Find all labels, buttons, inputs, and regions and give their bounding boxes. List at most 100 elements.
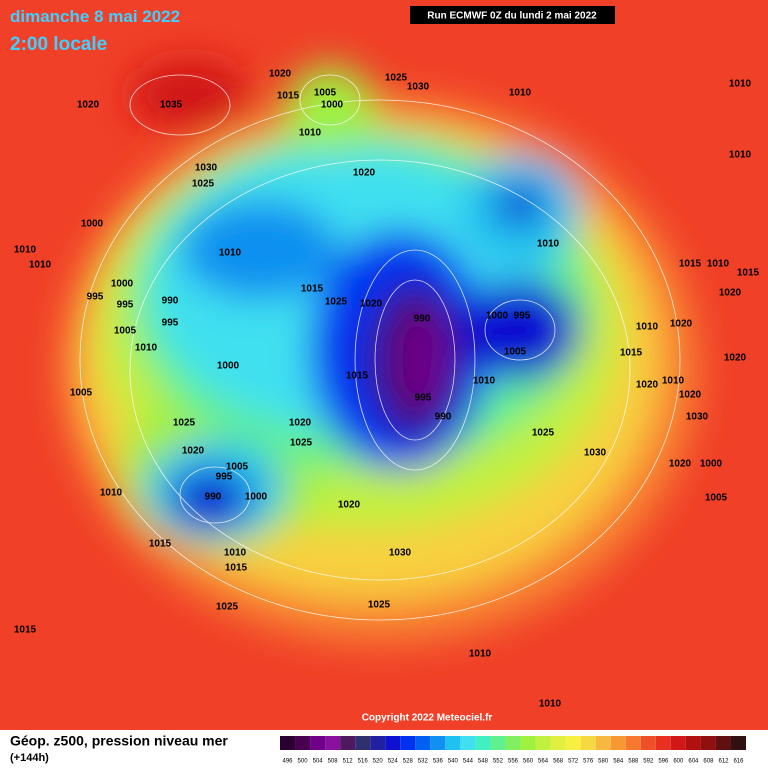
run-box	[410, 6, 615, 24]
isobar-label: 1005	[314, 88, 337, 99]
scale-swatch	[430, 736, 446, 750]
scale-label: 520	[373, 759, 384, 765]
scale-label: 536	[433, 759, 444, 765]
scale-label: 512	[343, 759, 354, 765]
scale-label: 540	[448, 759, 459, 765]
isobar-label: 1010	[224, 548, 247, 559]
lead-time: (+144h)	[10, 752, 49, 764]
scale-label: 612	[718, 759, 729, 765]
scale-label: 508	[328, 759, 339, 765]
scale-label: 592	[643, 759, 654, 765]
isobar-label: 1010	[219, 248, 242, 259]
scale-swatch	[700, 736, 716, 750]
run-info: Run ECMWF 0Z du lundi 2 mai 2022	[427, 11, 597, 22]
isobar-label: 1015	[225, 563, 248, 574]
isobar-label: 995	[162, 318, 179, 329]
isobar-label: 1010	[14, 245, 37, 256]
isobar-label: 990	[205, 492, 222, 503]
scale-swatch	[445, 736, 461, 750]
isobar-label: 1000	[217, 361, 240, 372]
scale-swatch	[370, 736, 386, 750]
isobar-label: 1010	[509, 88, 532, 99]
time: 2:00 locale	[10, 34, 107, 55]
isobar-label: 1000	[321, 100, 344, 111]
scale-swatch	[550, 736, 566, 750]
isobar-label: 995	[117, 300, 134, 311]
isobar-label: 995	[87, 292, 104, 303]
isobar-label: 1010	[469, 649, 492, 660]
isobar-label: 1030	[195, 163, 218, 174]
isobar-label: 1010	[135, 343, 158, 354]
scale-swatch	[310, 736, 326, 750]
isobar-label: 1025	[173, 418, 196, 429]
scale-label: 596	[658, 759, 669, 765]
isobar-label: 1005	[70, 388, 93, 399]
isobar-label: 1015	[277, 91, 300, 102]
scale-label: 604	[688, 759, 699, 765]
scale-label: 616	[733, 759, 744, 765]
scale-swatch	[490, 736, 506, 750]
isobar-label: 1020	[77, 100, 100, 111]
scale-label: 588	[628, 759, 639, 765]
scale-label: 564	[538, 759, 549, 765]
scale-label: 580	[598, 759, 609, 765]
isobar-label: 1020	[338, 500, 361, 511]
isobar-label: 1020	[669, 459, 692, 470]
isobar-label: 1025	[216, 602, 239, 613]
scale-swatch	[655, 736, 671, 750]
isobar-label: 1015	[301, 284, 324, 295]
isobar-label: 995	[514, 311, 531, 322]
isobar-label: 1030	[407, 82, 430, 93]
isobar-label: 1010	[707, 259, 730, 270]
scale-swatch	[460, 736, 476, 750]
isobar-label: 1025	[385, 73, 408, 84]
scale-label: 504	[313, 759, 324, 765]
copyright: Copyright 2022 Meteociel.fr	[362, 713, 493, 724]
scale-swatch	[340, 736, 356, 750]
isobar-label: 1020	[724, 353, 747, 364]
isobar-label: 990	[435, 412, 452, 423]
isobar-label: 1015	[679, 259, 702, 270]
scale-label: 560	[523, 759, 534, 765]
color-scale: 496 500 504 508 512 516 520 524 528 532 536 540 544 5…	[280, 736, 746, 765]
scale-swatch	[730, 736, 746, 750]
isobar-label: 1015	[737, 268, 760, 279]
isobar-label: 1010	[662, 376, 685, 387]
scale-label: 568	[553, 759, 564, 765]
isobar-label: 1015	[620, 348, 643, 359]
scale-swatch	[505, 736, 521, 750]
isobar-label: 1030	[389, 548, 412, 559]
isobar-label: 1005	[226, 462, 249, 473]
isobar-label: 990	[162, 296, 179, 307]
scale-swatch	[325, 736, 341, 750]
scale-label: 528	[403, 759, 414, 765]
scale-label: 524	[388, 759, 399, 765]
isobar-label: 1000	[700, 459, 723, 470]
scale-label: 548	[478, 759, 489, 765]
scale-label: 600	[673, 759, 684, 765]
isobar-label: 995	[216, 472, 233, 483]
isobar-label: 1010	[299, 128, 322, 139]
scale-label: 572	[568, 759, 579, 765]
isobar-label: 1000	[245, 492, 268, 503]
isobar-label: 1025	[192, 179, 215, 190]
scale-swatch	[565, 736, 581, 750]
isobar-label: 1010	[100, 488, 123, 499]
isobar-label: 1020	[269, 69, 292, 80]
scale-swatch	[355, 736, 371, 750]
isobar-label: 1010	[29, 260, 52, 271]
scale-label: 552	[493, 759, 504, 765]
scale-swatch	[415, 736, 431, 750]
scale-swatch	[640, 736, 656, 750]
scale-label: 576	[583, 759, 594, 765]
footer-title: Géop. z500, pression niveau mer	[10, 733, 228, 749]
isobar-label: 1015	[149, 539, 172, 550]
isobar-label: 1020	[636, 380, 659, 391]
scale-swatch	[610, 736, 626, 750]
scale-swatch	[520, 736, 536, 750]
isobar-label: 1020	[289, 418, 312, 429]
isobar-label: 1000	[111, 279, 134, 290]
